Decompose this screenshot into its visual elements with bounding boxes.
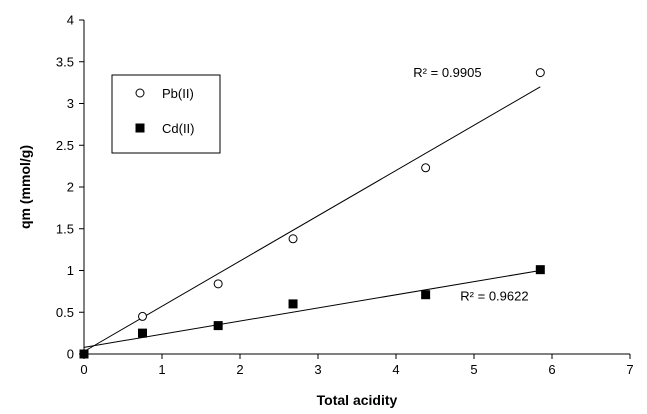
r2-label-pb: R² = 0.9905 bbox=[413, 65, 481, 80]
data-point-cd bbox=[213, 321, 223, 331]
y-axis-title: qm (mmol/g) bbox=[17, 145, 33, 229]
y-tick-label: 3 bbox=[67, 96, 74, 111]
x-ticks: 0 1 2 3 4 5 6 7 bbox=[80, 354, 634, 377]
data-point-pb bbox=[213, 279, 223, 289]
trendline-cd bbox=[83, 270, 541, 348]
x-tick-label: 7 bbox=[626, 362, 633, 377]
data-points bbox=[79, 68, 545, 359]
x-axis-title: Total acidity bbox=[317, 392, 398, 408]
y-tick-label: 3.5 bbox=[56, 54, 74, 69]
y-ticks: 0 0.5 1 1.5 2 2.5 3 3.5 4 bbox=[56, 13, 84, 362]
y-tick-label: 2.5 bbox=[56, 138, 74, 153]
y-tick-label: 1.5 bbox=[56, 221, 74, 236]
x-tick-label: 1 bbox=[158, 362, 165, 377]
legend-label-cd: Cd(II) bbox=[162, 121, 195, 136]
data-point-cd bbox=[288, 299, 298, 309]
x-tick-label: 0 bbox=[80, 362, 87, 377]
x-tick-label: 4 bbox=[392, 362, 399, 377]
trendlines bbox=[83, 86, 541, 352]
y-tick-label: 2 bbox=[67, 180, 74, 195]
data-point-pb bbox=[138, 311, 147, 321]
trendline-pb bbox=[83, 86, 541, 352]
x-tick-label: 6 bbox=[548, 362, 555, 377]
r2-label-cd: R² = 0.9622 bbox=[460, 289, 528, 304]
data-point-pb bbox=[535, 68, 545, 78]
data-point-cd bbox=[421, 290, 431, 300]
data-point-pb bbox=[288, 234, 298, 244]
legend: Pb(II) Cd(II) bbox=[111, 74, 221, 154]
legend-label-pb: Pb(II) bbox=[162, 86, 194, 101]
y-tick-label: 0.5 bbox=[56, 305, 74, 320]
legend-box bbox=[111, 74, 221, 154]
legend-marker-pb bbox=[135, 88, 145, 98]
legend-marker-cd bbox=[135, 123, 145, 133]
data-point-cd bbox=[138, 328, 147, 338]
r2-annotations: R² = 0.9905 R² = 0.9622 bbox=[413, 65, 528, 304]
x-tick-label: 2 bbox=[236, 362, 243, 377]
data-point-cd bbox=[79, 349, 89, 359]
y-tick-label: 4 bbox=[67, 13, 74, 28]
data-point-cd bbox=[535, 265, 545, 275]
data-point-pb bbox=[421, 163, 431, 173]
y-tick-label: 1 bbox=[67, 263, 74, 278]
x-tick-label: 3 bbox=[314, 362, 321, 377]
x-tick-label: 5 bbox=[470, 362, 477, 377]
y-tick-label: 0 bbox=[67, 347, 74, 362]
